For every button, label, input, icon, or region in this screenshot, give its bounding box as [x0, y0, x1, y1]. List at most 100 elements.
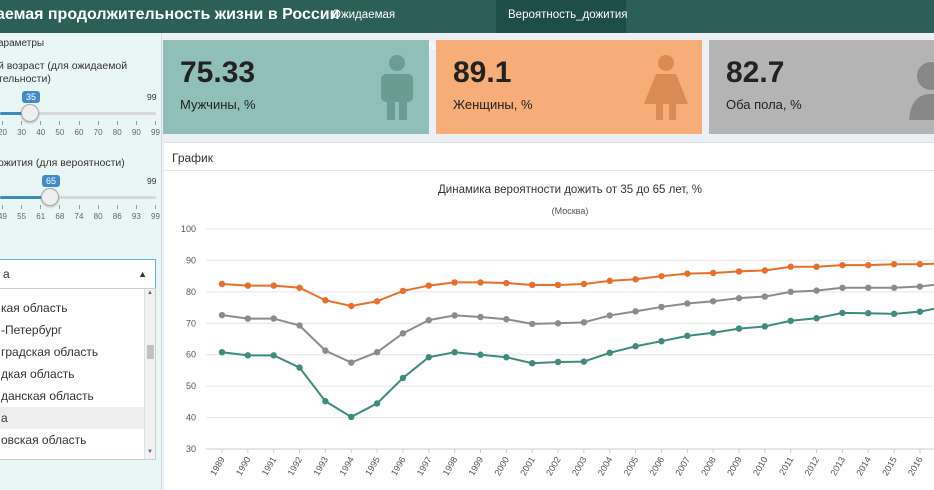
data-point[interactable] — [373, 298, 381, 305]
data-point[interactable] — [399, 330, 407, 337]
region-option[interactable]: градская область — [1, 345, 99, 359]
data-point[interactable] — [580, 319, 588, 326]
data-point[interactable] — [348, 302, 355, 310]
data-point[interactable] — [503, 354, 510, 361]
data-point[interactable] — [839, 261, 846, 269]
data-point[interactable] — [218, 349, 226, 356]
data-point[interactable] — [451, 349, 458, 356]
data-point[interactable] — [839, 284, 846, 291]
data-point[interactable] — [632, 276, 639, 283]
region-option[interactable]: кая область — [1, 301, 68, 315]
data-point[interactable] — [529, 320, 536, 328]
survival-slider-track[interactable] — [0, 196, 156, 199]
data-point[interactable] — [761, 323, 769, 330]
data-point[interactable] — [322, 297, 329, 304]
data-point[interactable] — [658, 272, 665, 280]
data-point[interactable] — [839, 309, 846, 317]
data-point[interactable] — [503, 316, 510, 323]
age-slider-track[interactable] — [0, 112, 156, 115]
data-point[interactable] — [296, 322, 303, 329]
data-point[interactable] — [399, 287, 407, 295]
data-point[interactable] — [735, 268, 743, 275]
tab-survival-probability[interactable]: Вероятность_дожития — [496, 0, 628, 33]
data-point[interactable] — [580, 280, 588, 288]
region-select[interactable]: а ▲ — [0, 259, 156, 289]
data-point[interactable] — [658, 303, 665, 311]
data-point[interactable] — [787, 263, 794, 270]
data-point[interactable] — [373, 400, 381, 407]
data-point[interactable] — [735, 325, 743, 332]
data-point[interactable] — [684, 300, 691, 307]
data-point[interactable] — [865, 310, 872, 317]
data-point[interactable] — [761, 267, 769, 274]
data-point[interactable] — [296, 284, 303, 291]
data-point[interactable] — [451, 279, 458, 286]
data-point[interactable] — [580, 358, 588, 365]
data-point[interactable] — [916, 308, 924, 315]
data-point[interactable] — [348, 413, 355, 421]
scroll-up-icon[interactable]: ▲ — [147, 290, 153, 296]
data-point[interactable] — [735, 294, 743, 302]
data-point[interactable] — [554, 281, 562, 289]
data-point[interactable] — [503, 279, 510, 287]
data-point[interactable] — [606, 277, 613, 285]
data-point[interactable] — [322, 347, 329, 354]
data-point[interactable] — [890, 310, 898, 318]
data-point[interactable] — [244, 315, 252, 322]
data-point[interactable] — [684, 332, 691, 340]
region-dropdown[interactable]: кая область -Петербург градская область … — [0, 288, 156, 460]
data-point[interactable] — [451, 312, 458, 319]
region-option-selected[interactable]: а — [0, 407, 145, 429]
data-point[interactable] — [684, 270, 691, 277]
data-point[interactable] — [709, 329, 717, 336]
data-point[interactable] — [425, 316, 432, 324]
data-point[interactable] — [399, 374, 407, 382]
dropdown-scroll-thumb[interactable] — [147, 345, 154, 359]
data-point[interactable] — [554, 320, 562, 327]
data-point[interactable] — [218, 311, 226, 319]
survival-slider-handle[interactable] — [41, 188, 59, 206]
region-option[interactable]: -Петербург — [1, 323, 63, 337]
data-point[interactable] — [477, 351, 484, 358]
data-point[interactable] — [658, 338, 665, 345]
data-point[interactable] — [477, 313, 484, 321]
data-point[interactable] — [606, 349, 613, 357]
region-option[interactable]: овская область — [1, 433, 87, 447]
data-point[interactable] — [218, 280, 226, 288]
scroll-down-icon[interactable]: ▼ — [147, 449, 153, 455]
age-slider-handle[interactable] — [21, 104, 39, 122]
region-option[interactable]: дкая область — [1, 367, 75, 381]
data-point[interactable] — [813, 263, 820, 270]
data-point[interactable] — [425, 282, 432, 289]
data-point[interactable] — [813, 315, 820, 322]
data-point[interactable] — [787, 317, 794, 324]
data-point[interactable] — [244, 352, 252, 359]
data-point[interactable] — [890, 261, 898, 268]
data-point[interactable] — [761, 293, 769, 300]
data-point[interactable] — [270, 352, 277, 359]
data-point[interactable] — [477, 279, 484, 286]
data-point[interactable] — [270, 282, 277, 289]
data-point[interactable] — [296, 364, 303, 371]
data-point[interactable] — [865, 261, 872, 269]
tab-life-expectancy[interactable]: Ожидаемая продолжительность — [332, 9, 438, 52]
region-option[interactable]: данская область — [1, 389, 94, 403]
data-point[interactable] — [529, 281, 536, 289]
data-point[interactable] — [916, 261, 924, 268]
data-point[interactable] — [632, 343, 639, 350]
data-point[interactable] — [709, 269, 717, 277]
data-point[interactable] — [529, 360, 536, 367]
data-point[interactable] — [916, 283, 924, 290]
data-point[interactable] — [709, 298, 717, 305]
data-point[interactable] — [425, 354, 432, 361]
data-point[interactable] — [813, 287, 820, 294]
data-point[interactable] — [632, 308, 639, 315]
data-point[interactable] — [606, 312, 613, 319]
data-point[interactable] — [890, 284, 898, 291]
data-point[interactable] — [244, 282, 252, 289]
data-point[interactable] — [270, 315, 277, 322]
data-point[interactable] — [554, 358, 562, 366]
data-point[interactable] — [865, 284, 872, 291]
data-point[interactable] — [787, 288, 794, 296]
data-point[interactable] — [322, 398, 329, 405]
